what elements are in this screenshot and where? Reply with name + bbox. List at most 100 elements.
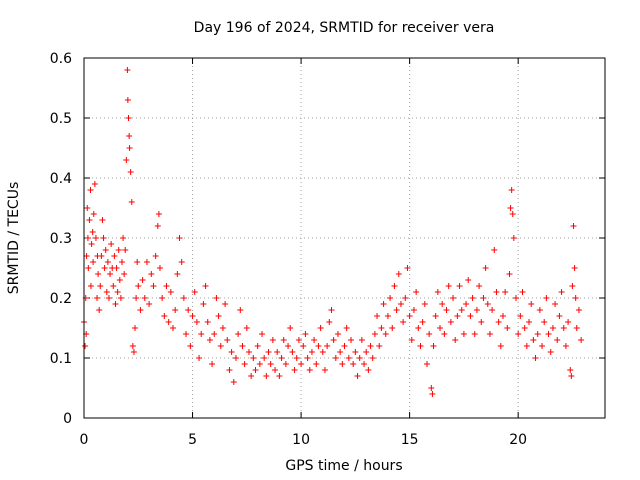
data-point (356, 355, 363, 361)
data-point (206, 337, 213, 343)
data-point (306, 367, 313, 373)
data-point (86, 217, 93, 223)
y-tick-label: 0.6 (50, 51, 72, 67)
data-point (215, 313, 222, 319)
data-point (298, 361, 305, 367)
axis-ticks: 0 0.1 0.2 0.3 0.4 0.5 0.6 0 5 10 15 20 (50, 51, 605, 448)
x-tick-label: 15 (401, 432, 419, 448)
data-point (417, 343, 424, 349)
data-point (235, 331, 242, 337)
data-point (112, 301, 119, 307)
data-point (213, 295, 220, 301)
data-point (230, 379, 237, 385)
data-point (124, 97, 131, 103)
data-point (380, 301, 387, 307)
data-point (480, 295, 487, 301)
x-axis-label: GPS time / hours (285, 458, 402, 474)
data-point (575, 307, 582, 313)
y-tick-label: 0.5 (50, 111, 72, 127)
data-point (450, 295, 457, 301)
data-point (84, 205, 91, 211)
data-point (428, 385, 435, 391)
data-point (274, 349, 281, 355)
data-point (324, 343, 331, 349)
data-point (110, 283, 117, 289)
data-point (250, 355, 257, 361)
data-point (515, 331, 522, 337)
data-point (103, 289, 110, 295)
data-point (467, 313, 474, 319)
data-point (476, 283, 483, 289)
data-point (91, 181, 98, 187)
data-point (185, 307, 192, 313)
data-point (176, 235, 183, 241)
data-point (421, 301, 428, 307)
data-point (97, 283, 104, 289)
data-point (115, 247, 122, 253)
data-point (90, 259, 97, 265)
data-point (122, 247, 129, 253)
data-point (126, 133, 133, 139)
data-point (222, 301, 229, 307)
data-point (209, 361, 216, 367)
data-point (402, 295, 409, 301)
data-point (478, 319, 485, 325)
data-point (543, 295, 550, 301)
data-point (276, 373, 283, 379)
data-point (404, 265, 411, 271)
data-point (507, 205, 514, 211)
data-point (161, 313, 168, 319)
data-point (493, 289, 500, 295)
data-point (245, 349, 252, 355)
data-point (319, 349, 326, 355)
data-point (130, 349, 137, 355)
data-point (252, 367, 259, 373)
data-point (304, 355, 311, 361)
data-point (114, 289, 121, 295)
data-point (523, 343, 530, 349)
data-point (541, 319, 548, 325)
data-point (82, 343, 89, 349)
data-point (295, 337, 302, 343)
data-point (571, 265, 578, 271)
data-point (545, 331, 552, 337)
y-tick-label: 0.1 (50, 351, 72, 367)
data-point (143, 259, 150, 265)
data-point (133, 295, 140, 301)
data-point (261, 355, 268, 361)
data-point (510, 235, 517, 241)
data-point (217, 343, 224, 349)
data-point (85, 265, 92, 271)
data-point (343, 325, 350, 331)
data-point (499, 313, 506, 319)
data-point (248, 373, 255, 379)
data-point (99, 217, 106, 223)
grid-lines (84, 58, 605, 418)
data-point (187, 343, 194, 349)
data-point (463, 301, 470, 307)
data-point (534, 331, 541, 337)
data-point (83, 253, 90, 259)
data-point (447, 319, 454, 325)
data-point (269, 337, 276, 343)
data-point (384, 313, 391, 319)
data-point (352, 349, 359, 355)
data-point (332, 355, 339, 361)
data-point (389, 325, 396, 331)
data-point (387, 295, 394, 301)
data-point (125, 115, 132, 121)
data-point (568, 373, 575, 379)
data-point (491, 247, 498, 253)
data-point (506, 271, 513, 277)
data-point (426, 331, 433, 337)
data-point (465, 277, 472, 283)
data-point (129, 343, 136, 349)
data-point (98, 253, 105, 259)
y-tick-label: 0.4 (50, 171, 72, 187)
data-point (519, 289, 526, 295)
data-point (517, 313, 524, 319)
data-point (155, 211, 162, 217)
data-point (243, 325, 250, 331)
data-point (452, 337, 459, 343)
data-point (572, 295, 579, 301)
